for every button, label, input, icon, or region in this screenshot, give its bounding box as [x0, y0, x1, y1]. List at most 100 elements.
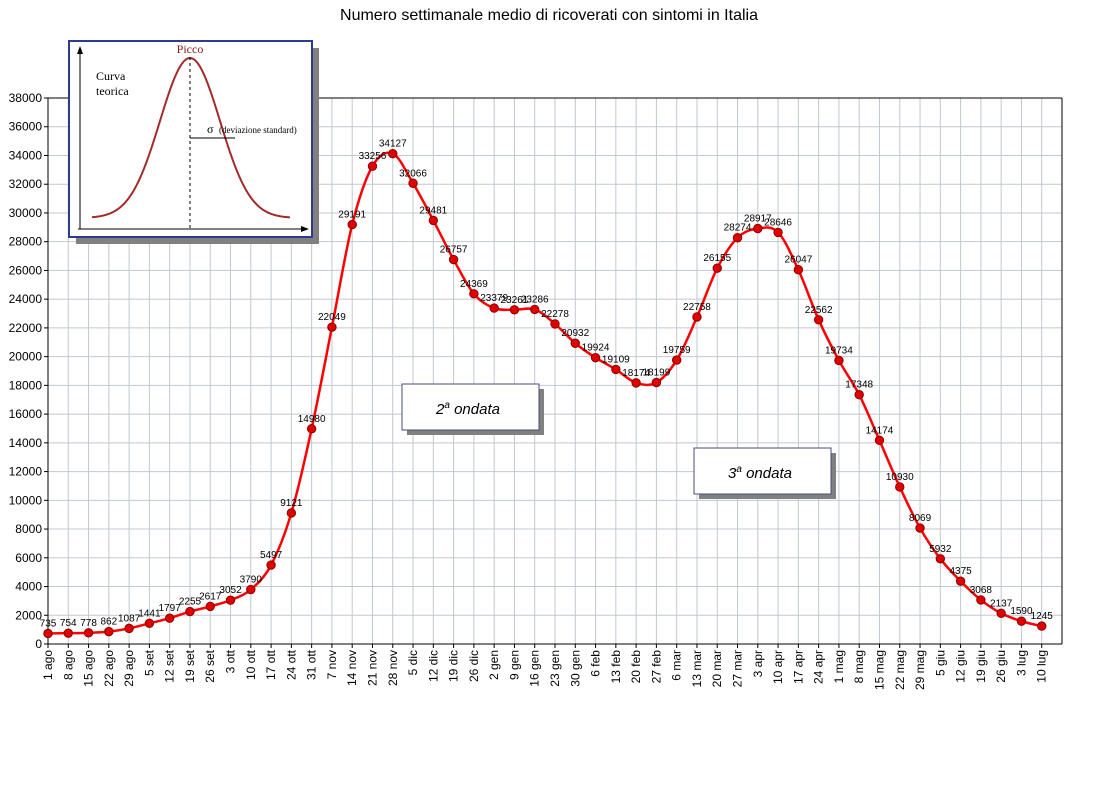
inset-y-arrow-icon — [77, 46, 83, 54]
data-point — [347, 219, 357, 230]
x-tick-label: 12 dic — [426, 650, 440, 682]
data-point — [408, 178, 418, 188]
data-label: 29191 — [338, 210, 366, 221]
data-point — [955, 576, 966, 586]
data-label: 18199 — [642, 368, 670, 379]
data-label: 22049 — [318, 312, 346, 323]
data-label: 26047 — [784, 255, 812, 266]
data-point — [43, 628, 53, 639]
x-tick-label: 19 giu — [974, 650, 988, 683]
x-tick-label: 3 ott — [224, 649, 238, 673]
data-point — [793, 265, 804, 275]
data-label: 8069 — [909, 513, 932, 524]
data-label: 1590 — [1010, 606, 1033, 617]
data-label: 1087 — [118, 613, 141, 624]
data-label: 23379 — [480, 293, 508, 304]
data-point — [225, 595, 236, 605]
x-tick-label: 19 dic — [447, 650, 461, 682]
y-tick-label: 0 — [35, 637, 42, 651]
y-tick-label: 30000 — [9, 206, 43, 220]
annotation-wave2: 2a ondata — [401, 383, 544, 435]
data-label: 3068 — [970, 585, 993, 596]
data-label: 735 — [40, 618, 57, 629]
data-label: 22758 — [683, 302, 711, 313]
data-point — [205, 601, 215, 612]
data-point — [63, 628, 73, 638]
data-point — [83, 628, 94, 638]
x-tick-label: 26 giu — [994, 650, 1008, 683]
data-label: 29481 — [419, 205, 447, 216]
x-tick-label: 8 ago — [61, 650, 75, 680]
data-point — [144, 618, 155, 628]
data-label: 26757 — [440, 245, 468, 256]
data-point — [489, 303, 499, 313]
chart-title: Numero settimanale medio di ricoverati c… — [340, 7, 758, 24]
data-point — [1037, 621, 1047, 631]
x-tick-label: 22 ago — [102, 650, 116, 687]
x-tick-label: 16 gen — [528, 650, 542, 687]
data-point — [611, 364, 621, 375]
x-tick-label: 26 dic — [467, 650, 481, 682]
inset-curve-label-1: Curva — [96, 69, 126, 83]
x-tick-label: 6 feb — [589, 650, 603, 677]
y-tick-label: 24000 — [9, 292, 43, 306]
data-label: 1797 — [159, 603, 182, 614]
data-point — [915, 523, 925, 533]
data-point — [530, 304, 540, 315]
x-tick-label: 17 ott — [264, 649, 278, 680]
data-point — [854, 390, 864, 400]
data-point — [448, 254, 459, 265]
x-tick-label: 17 apr — [791, 650, 805, 684]
data-point — [327, 322, 337, 332]
data-label: 862 — [100, 617, 117, 628]
x-tick-label: 29 mag — [913, 650, 927, 690]
y-tick-label: 4000 — [15, 580, 42, 594]
data-label: 14980 — [298, 414, 326, 425]
x-tick-label: 28 nov — [386, 650, 400, 686]
x-axis-ticks: 1 ago 8 ago 15 ago 22 ago 29 ago 5 set 12 set 1… — [41, 644, 1049, 690]
data-point — [590, 353, 601, 363]
inset-bell-curve — [91, 56, 291, 219]
data-point — [996, 608, 1006, 618]
x-tick-label: 26 set — [203, 649, 217, 682]
inset-peak-label: Picco — [177, 42, 204, 56]
x-tick-label: 12 set — [163, 649, 177, 682]
x-tick-label: 22 mag — [893, 650, 907, 690]
inset-x-arrow-icon — [301, 226, 309, 232]
data-label: 26155 — [703, 253, 731, 264]
x-tick-label: 1 mag — [832, 650, 846, 683]
y-tick-label: 28000 — [9, 235, 43, 249]
data-label: 754 — [60, 618, 77, 629]
inset-curve-label-2: teorica — [96, 84, 129, 98]
data-point — [388, 148, 398, 159]
data-label: 18174 — [622, 368, 650, 379]
data-label: 2137 — [990, 598, 1013, 609]
data-label: 4375 — [949, 566, 972, 577]
data-label: 2255 — [179, 597, 202, 608]
y-tick-label: 6000 — [15, 551, 42, 565]
data-label: 1245 — [1031, 611, 1054, 622]
data-point — [286, 508, 297, 518]
data-point — [246, 584, 256, 595]
data-point — [834, 355, 844, 366]
data-point — [773, 227, 783, 238]
y-tick-label: 14000 — [9, 436, 43, 450]
x-tick-label: 9 gen — [507, 650, 521, 680]
annotation-wave3-text: 3a ondata — [728, 464, 792, 482]
data-label: 24369 — [460, 279, 488, 290]
x-tick-label: 1 ago — [41, 650, 55, 680]
data-label: 28646 — [764, 217, 792, 228]
x-tick-label: 14 nov — [345, 650, 359, 686]
data-point — [550, 319, 560, 329]
x-tick-label: 30 gen — [568, 650, 582, 687]
data-label: 9121 — [280, 498, 303, 509]
y-tick-label: 38000 — [9, 91, 43, 105]
x-tick-label: 21 nov — [365, 650, 379, 686]
x-tick-label: 5 set — [142, 649, 156, 676]
data-label: 20932 — [561, 328, 589, 339]
y-tick-label: 36000 — [9, 120, 43, 134]
x-tick-label: 23 gen — [548, 650, 562, 687]
data-point — [874, 435, 885, 446]
data-label: 14174 — [866, 425, 894, 436]
